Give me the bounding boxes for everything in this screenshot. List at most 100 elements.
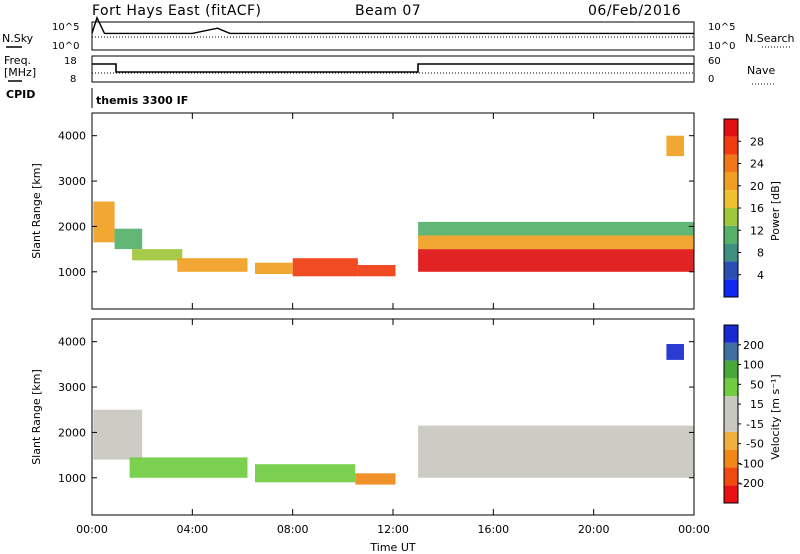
colorbar-tick-label: 50 (750, 378, 764, 391)
power-region (114, 228, 143, 250)
velocity-yticks: 1000 2000 3000 4000 (58, 336, 694, 485)
power-region (177, 258, 248, 272)
velocity-panel-frame (91, 318, 695, 516)
xtick-label: 04:00 (176, 523, 208, 536)
power-panel: 1000 2000 3000 4000 Slant Range [km] 4 8 12 16… (30, 112, 782, 310)
colorbar-segment (724, 136, 738, 155)
ytick-label: 3000 (58, 381, 86, 394)
noise-right-label: N.Search (745, 32, 795, 45)
freq-panel: Freq. [MHz] 18 8 60 0 Nave (4, 54, 776, 85)
ytick-label: 4000 (58, 336, 86, 349)
x-axis-ticks: 00:00 04:00 08:00 12:00 16:00 20:00 00:00 (76, 113, 710, 536)
power-region (93, 201, 115, 243)
colorbar-segment (724, 378, 738, 397)
noise-tick-bottom-left: 10^0 (52, 41, 79, 52)
xtick-label: 16:00 (477, 523, 509, 536)
power-region (418, 221, 694, 236)
colorbar-tick-label: 8 (757, 247, 764, 260)
colorbar-segment (724, 342, 738, 361)
xtick-label: 08:00 (277, 523, 309, 536)
xtick-label: 00:00 (678, 523, 710, 536)
colorbar-tick-label: 4 (757, 269, 764, 282)
ytick-label: 1000 (58, 472, 86, 485)
colorbar-tick-label: -100 (739, 457, 764, 470)
colorbar-segment (724, 396, 738, 414)
noise-left-label: N.Sky (2, 32, 34, 45)
colorbar-segment (724, 243, 738, 262)
noise-tick-bottom-right: 10^0 (708, 41, 735, 52)
ytick-label: 3000 (58, 175, 86, 188)
colorbar-tick-label: 15 (750, 398, 764, 411)
velocity-panel: 1000 2000 3000 4000 Slant Range [km] -200 -1… (30, 318, 782, 516)
colorbar-tick-label: 100 (743, 359, 764, 372)
velocity-region (355, 473, 396, 485)
noise-sky-line (91, 15, 694, 35)
station-title: Fort Hays East (fitACF) (92, 3, 262, 19)
colorbar-segment (724, 119, 738, 137)
ytick-label: 1000 (58, 266, 86, 279)
x-axis-label: Time UT (369, 541, 415, 554)
colorbar-tick-label: -50 (746, 438, 764, 451)
colorbar-tick-label: 12 (750, 224, 764, 237)
colorbar-segment (724, 225, 738, 244)
colorbar-segment (724, 449, 738, 468)
freq-tick-top: 18 (64, 56, 77, 67)
xtick-label: 00:00 (76, 523, 108, 536)
power-region (255, 262, 293, 274)
cpid-row: CPID themis 3300 IF (6, 88, 188, 108)
xtick-label: 12:00 (377, 523, 409, 536)
xtick-label: 20:00 (578, 523, 610, 536)
nave-tick-top: 60 (708, 56, 721, 67)
colorbar-tick-label: -15 (746, 418, 764, 431)
velocity-colorbar: -200 -100 -50 -15 15 50 100 200 (723, 324, 764, 504)
colorbar-segment (724, 172, 738, 191)
ytick-label: 2000 (58, 220, 86, 233)
noise-tick-top-left: 10^5 (52, 22, 79, 33)
colorbar-tick-label: 28 (750, 135, 764, 148)
freq-tick-bottom: 8 (70, 74, 76, 85)
colorbar-segment (724, 279, 738, 297)
velocity-colorbar-label: Velocity [m s⁻¹] (769, 374, 782, 459)
power-region (418, 249, 694, 272)
cpid-value: themis 3300 IF (96, 94, 188, 107)
velocity-ylabel: Slant Range [km] (30, 369, 43, 465)
cpid-label: CPID (6, 88, 35, 101)
date-title: 06/Feb/2016 (588, 3, 681, 19)
velocity-region (93, 409, 143, 460)
power-region (418, 235, 694, 250)
colorbar-tick-label: -200 (739, 477, 764, 490)
velocity-region (418, 425, 694, 478)
velocity-heatmap (93, 344, 694, 485)
power-colorbar-label: Power [dB] (769, 181, 782, 241)
colorbar-segment (724, 208, 738, 226)
colorbar-segment (724, 154, 738, 173)
ytick-label: 2000 (58, 426, 86, 439)
velocity-region (255, 464, 356, 483)
colorbar-segment (724, 360, 738, 379)
colorbar-tick-label: 16 (750, 202, 764, 215)
freq-panel-frame (91, 55, 695, 83)
noise-panel-frame (91, 21, 695, 51)
freq-label-line1: Freq. (4, 54, 31, 67)
colorbar-segment (724, 485, 738, 503)
velocity-region (129, 457, 248, 478)
colorbar-segment (724, 467, 738, 486)
power-ylabel: Slant Range [km] (30, 163, 43, 259)
noise-panel: N.Sky 10^5 10^0 10^5 10^0 N.Search (2, 15, 795, 52)
power-region (292, 258, 358, 277)
power-yticks: 1000 2000 3000 4000 (58, 130, 694, 279)
power-region (666, 135, 684, 157)
noise-tick-top-right: 10^5 (708, 22, 735, 33)
colorbar-segment (724, 261, 738, 280)
freq-label-line2: [MHz] (4, 66, 36, 79)
beam-title: Beam 07 (355, 3, 421, 19)
power-region (357, 265, 396, 277)
colorbar-frame (723, 324, 739, 504)
colorbar-tick-label: 20 (750, 180, 764, 193)
power-panel-frame (91, 112, 695, 310)
ytick-label: 4000 (58, 130, 86, 143)
colorbar-segment (724, 325, 738, 343)
colorbar-tick-label: 24 (750, 158, 764, 171)
colorbar-segment (724, 431, 738, 450)
